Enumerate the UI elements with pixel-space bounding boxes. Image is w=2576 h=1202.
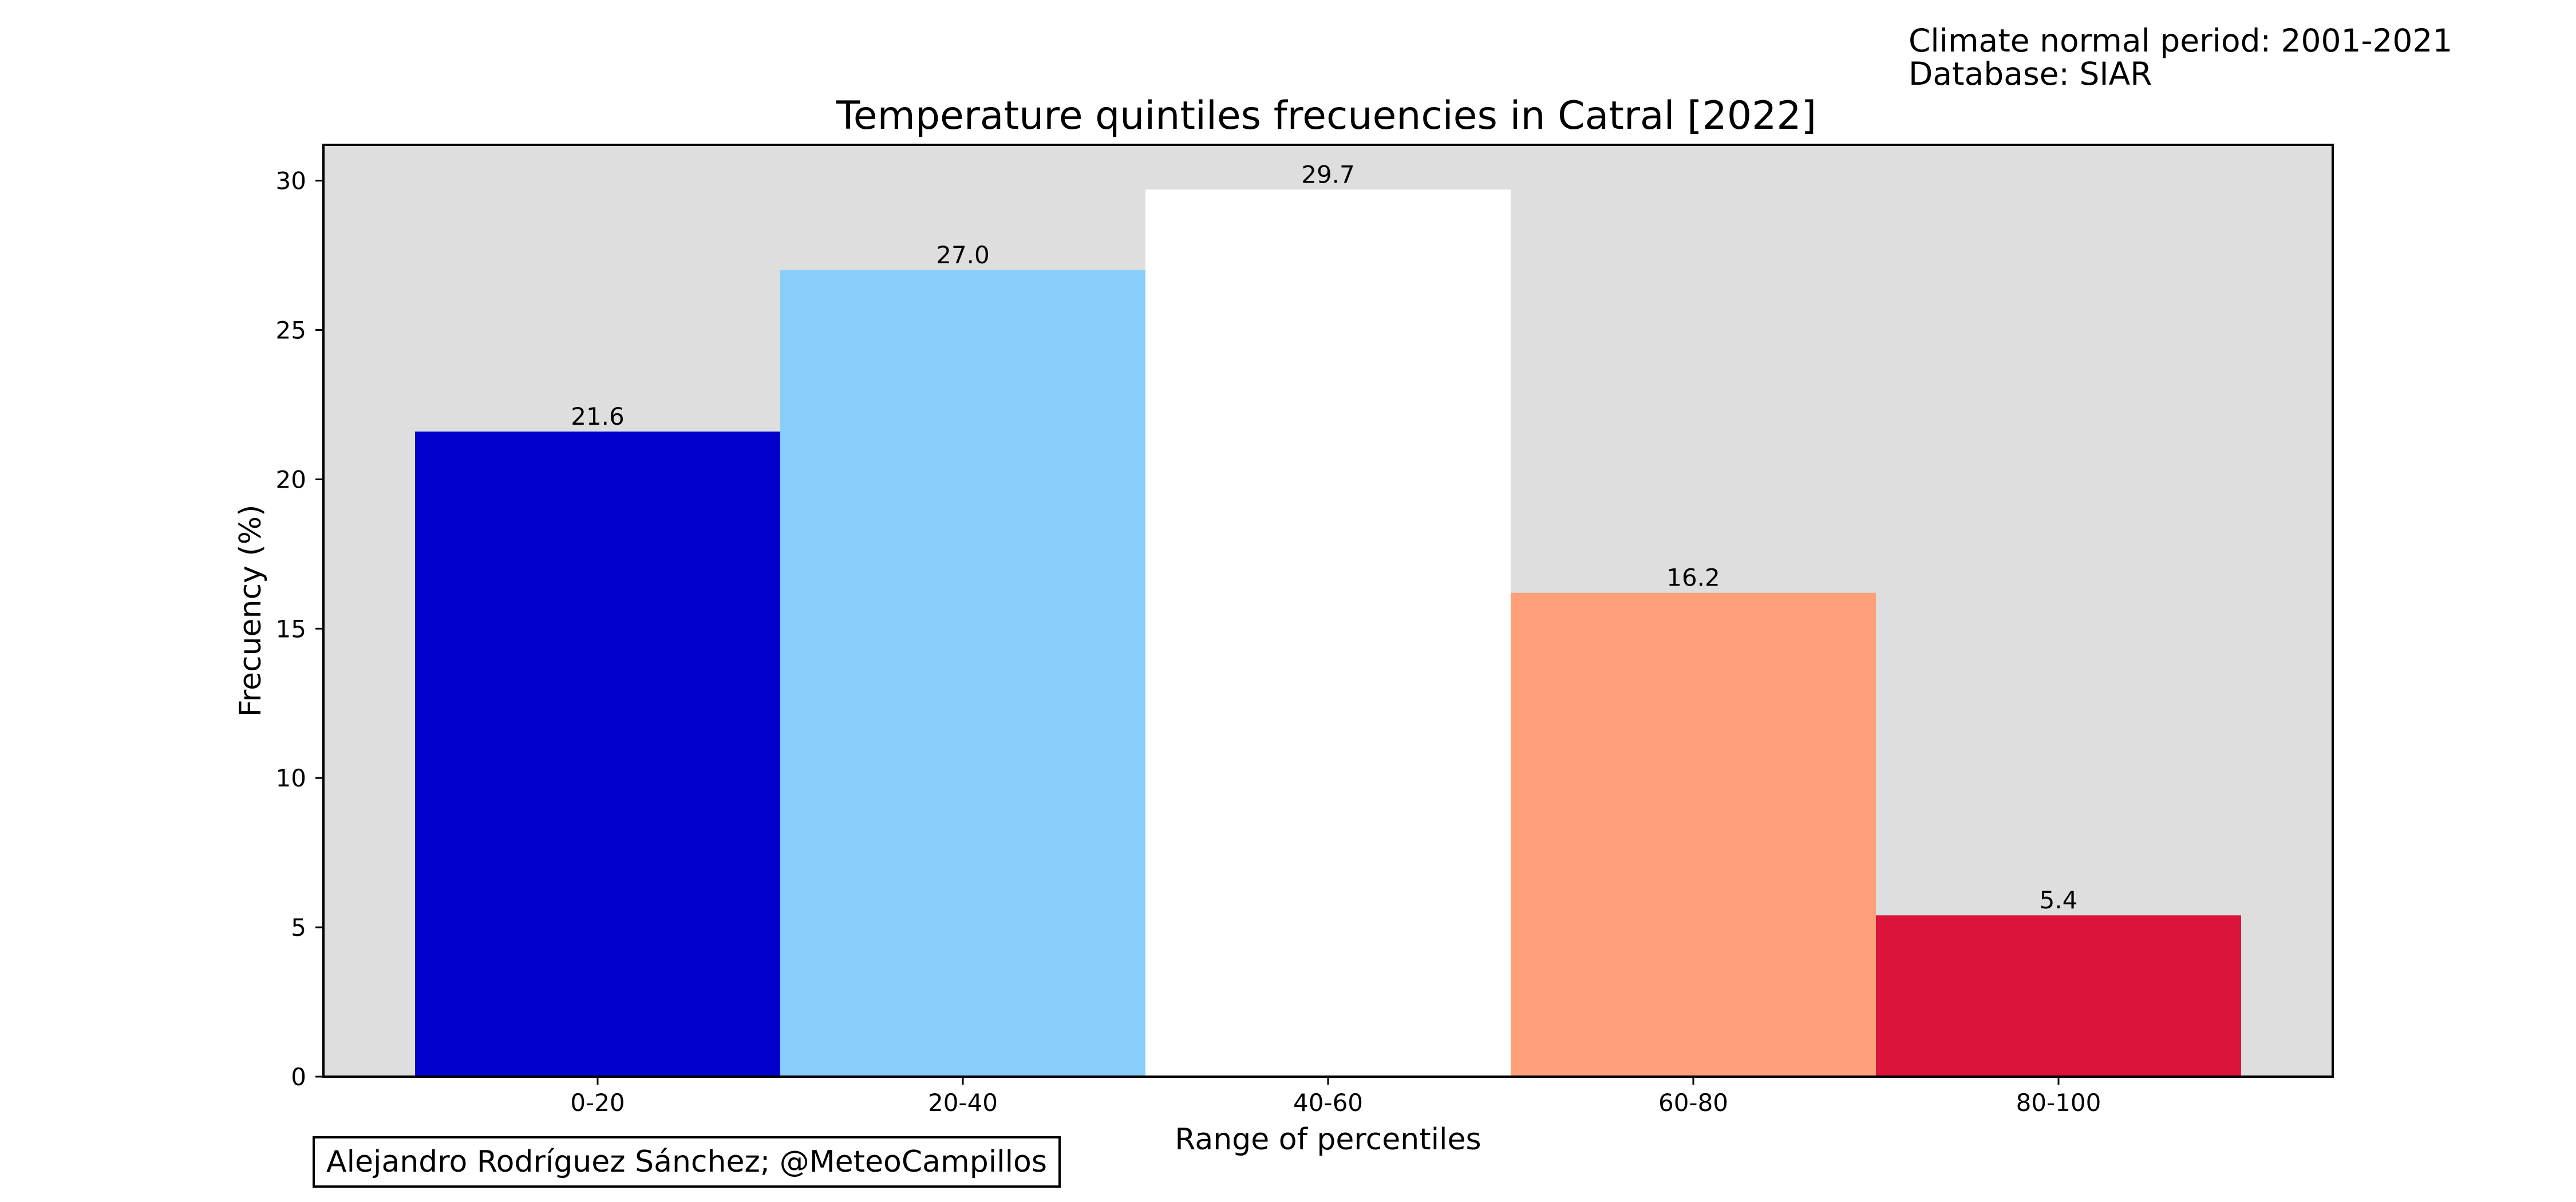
value-label-40-60: 29.7	[1301, 160, 1355, 188]
y-tick-label-5: 5	[291, 914, 306, 942]
y-tick-label-0: 0	[291, 1063, 306, 1091]
bar-80-100	[1876, 915, 2241, 1077]
x-tick-label-0-20: 0-20	[570, 1089, 625, 1117]
value-labels-layer: 21.6 27.0 29.7 16.2 5.4	[571, 160, 2077, 914]
bars-layer	[415, 189, 2241, 1077]
y-tick-label-30: 30	[276, 167, 306, 195]
y-tick-label-20: 20	[276, 465, 306, 493]
value-label-60-80: 16.2	[1666, 564, 1720, 592]
y-axis-label: Frecuency (%)	[234, 505, 268, 717]
bar-60-80	[1511, 592, 1876, 1077]
x-tick-label-40-60: 40-60	[1293, 1089, 1363, 1117]
x-tick-label-80-100: 80-100	[2016, 1089, 2101, 1117]
bar-20-40	[780, 270, 1145, 1077]
bar-0-20	[415, 431, 780, 1077]
x-tick-label-60-80: 60-80	[1658, 1089, 1728, 1117]
value-label-0-20: 21.6	[571, 402, 625, 430]
y-tick-label-25: 25	[276, 317, 306, 345]
climate-normal-period-text: Climate normal period: 2001-2021	[1909, 22, 2453, 59]
y-tick-label-15: 15	[276, 615, 306, 643]
x-axis: 0-20 20-40 40-60 60-80 80-100	[570, 1077, 2101, 1117]
x-tick-label-20-40: 20-40	[928, 1089, 998, 1117]
bar-40-60	[1145, 189, 1511, 1077]
value-label-80-100: 5.4	[2040, 886, 2078, 914]
value-label-20-40: 27.0	[936, 241, 990, 269]
author-credit: Alejandro Rodríguez Sánchez; @MeteoCampi…	[313, 1136, 1061, 1188]
y-axis: 0 5 10 15 20 25 30	[276, 167, 323, 1091]
chart-title: Temperature quintiles frecuencies in Cat…	[836, 93, 1816, 139]
x-axis-label: Range of percentiles	[1175, 1122, 1481, 1157]
database-text: Database: SIAR	[1909, 56, 2152, 92]
y-tick-label-10: 10	[276, 764, 306, 792]
